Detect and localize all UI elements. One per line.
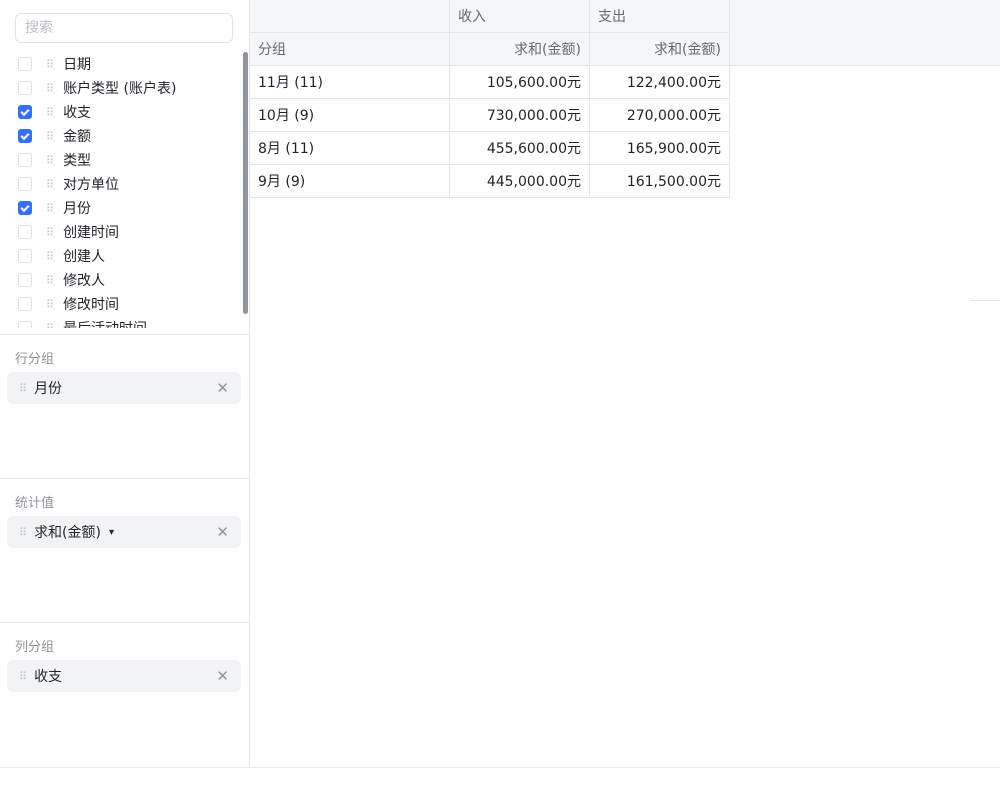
checkbox[interactable] [18,321,32,328]
table-row: 11月 (11) 105,600.00元 122,400.00元 [250,66,730,99]
drag-handle-icon[interactable]: ⠿ [46,273,54,287]
header-cell-group: 分组 [250,33,450,65]
checkbox[interactable] [18,225,32,239]
field-item[interactable]: ⠿ 账户类型 (账户表) [0,76,240,100]
header-cell-expense: 支出 [590,0,730,32]
header-filler [730,0,1000,66]
field-item[interactable]: ⠿ 创建时间 [0,220,240,244]
field-item[interactable]: ⠿ 日期 [0,52,240,76]
field-label: 金额 [63,129,92,145]
divider [970,300,1000,301]
drag-handle-icon[interactable]: ⠿ [19,381,27,395]
group-cell: 9月 (9) [250,165,450,197]
field-item[interactable]: ⠿ 收支 [0,100,240,124]
pivot-table: 收入 支出 分组 求和(金额) 求和(金额) 11月 (11) 105,600.0… [250,0,730,198]
field-label: 收支 [63,105,92,121]
checkbox[interactable] [18,105,32,119]
table-row: 10月 (9) 730,000.00元 270,000.00元 [250,99,730,132]
checkbox[interactable] [18,297,32,311]
col-group-section: 列分组 ⠿ 收支 ✕ [0,622,249,768]
field-item[interactable]: ⠿ 最后活动时间 [0,316,240,328]
table-row: 9月 (9) 445,000.00元 161,500.00元 [250,165,730,198]
drag-handle-icon[interactable]: ⠿ [46,105,54,119]
expense-cell: 165,900.00元 [590,132,730,164]
field-label: 创建时间 [63,225,120,241]
values-chip[interactable]: ⠿ 求和(金额) ▾ ✕ [7,516,241,548]
column-group-header-row: 收入 支出 [250,0,730,33]
expense-cell: 122,400.00元 [590,66,730,98]
values-section: 统计值 ⠿ 求和(金额) ▾ ✕ [0,478,249,622]
income-cell: 455,600.00元 [450,132,590,164]
field-label: 修改时间 [63,297,120,313]
field-item[interactable]: ⠿ 金额 [0,124,240,148]
drag-handle-icon[interactable]: ⠿ [46,153,54,167]
checkbox[interactable] [18,81,32,95]
drag-handle-icon[interactable]: ⠿ [46,249,54,263]
group-cell: 11月 (11) [250,66,450,98]
drag-handle-icon[interactable]: ⠿ [46,225,54,239]
expense-cell: 270,000.00元 [590,99,730,131]
close-icon[interactable]: ✕ [216,667,229,685]
chip-label: 月份 [34,381,63,397]
expense-cell: 161,500.00元 [590,165,730,197]
header-cell-income: 收入 [450,0,590,32]
field-item[interactable]: ⠿ 修改人 [0,268,240,292]
field-label: 类型 [63,153,92,169]
field-item[interactable]: ⠿ 修改时间 [0,292,240,316]
field-label: 账户类型 (账户表) [63,81,177,97]
field-label: 修改人 [63,273,106,289]
field-item[interactable]: ⠿ 对方单位 [0,172,240,196]
header-row: 分组 求和(金额) 求和(金额) [250,33,730,66]
field-item[interactable]: ⠿ 创建人 [0,244,240,268]
checkbox[interactable] [18,177,32,191]
checkbox[interactable] [18,129,32,143]
scrollbar[interactable] [243,52,248,314]
header-cell-sum: 求和(金额) [450,33,590,65]
col-group-chip[interactable]: ⠿ 收支 ✕ [7,660,241,692]
header-cell [250,0,450,32]
field-sidebar: ⠿ 日期 ⠿ 账户类型 (账户表) ⠿ 收支 ⠿ 金额 ⠿ 类型 ⠿ 对方单位 ⠿ 月份 ⠿ 创建时间 ⠿ 创建人… [0,0,250,768]
chip-label: 收支 [34,669,63,685]
income-cell: 445,000.00元 [450,165,590,197]
field-label: 对方单位 [63,177,120,193]
checkbox[interactable] [18,57,32,71]
drag-handle-icon[interactable]: ⠿ [46,177,54,191]
drag-handle-icon[interactable]: ⠿ [19,525,27,539]
search-input[interactable] [15,13,233,43]
values-title: 统计值 [15,496,55,511]
header-cell-sum: 求和(金额) [590,33,730,65]
row-group-title: 行分组 [15,352,55,367]
group-cell: 10月 (9) [250,99,450,131]
field-item[interactable]: ⠿ 类型 [0,148,240,172]
drag-handle-icon[interactable]: ⠿ [46,321,54,329]
field-list: ⠿ 日期 ⠿ 账户类型 (账户表) ⠿ 收支 ⠿ 金额 ⠿ 类型 ⠿ 对方单位 ⠿ 月份 ⠿ 创建时间 ⠿ 创建人… [0,52,240,328]
checkbox[interactable] [18,273,32,287]
income-cell: 105,600.00元 [450,66,590,98]
close-icon[interactable]: ✕ [216,523,229,541]
field-label: 月份 [63,201,92,217]
row-group-section: 行分组 ⠿ 月份 ✕ [0,334,249,478]
drag-handle-icon[interactable]: ⠿ [46,297,54,311]
field-label: 最后活动时间 [63,318,147,328]
drag-handle-icon[interactable]: ⠿ [46,57,54,71]
checkbox[interactable] [18,153,32,167]
table-row: 8月 (11) 455,600.00元 165,900.00元 [250,132,730,165]
close-icon[interactable]: ✕ [216,379,229,397]
drag-handle-icon[interactable]: ⠿ [46,129,54,143]
col-group-title: 列分组 [15,640,55,655]
chip-label: 求和(金额) [34,525,101,541]
income-cell: 730,000.00元 [450,99,590,131]
field-label: 创建人 [63,249,106,265]
footer-divider [0,767,1000,768]
field-label: 日期 [63,57,92,73]
drag-handle-icon[interactable]: ⠿ [46,201,54,215]
checkbox[interactable] [18,249,32,263]
drag-handle-icon[interactable]: ⠿ [19,669,27,683]
chevron-down-icon[interactable]: ▾ [109,526,115,538]
row-group-chip[interactable]: ⠿ 月份 ✕ [7,372,241,404]
drag-handle-icon[interactable]: ⠿ [46,81,54,95]
checkbox[interactable] [18,201,32,215]
field-item[interactable]: ⠿ 月份 [0,196,240,220]
group-cell: 8月 (11) [250,132,450,164]
